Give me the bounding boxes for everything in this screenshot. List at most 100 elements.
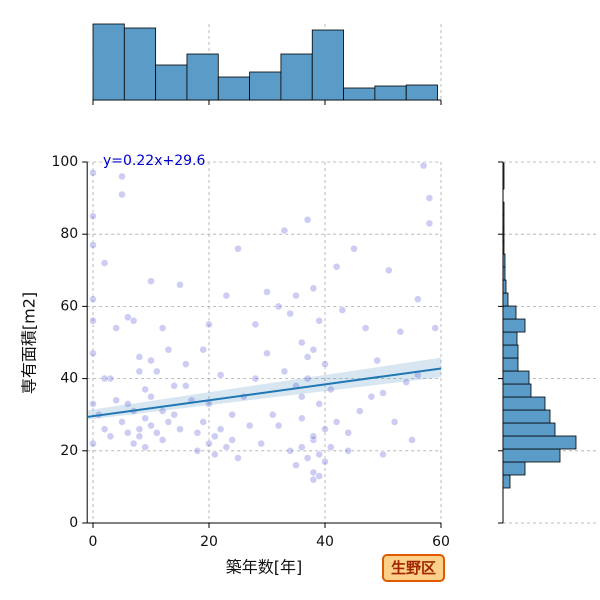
scatter-point [431, 324, 440, 332]
histogram-bar [502, 240, 505, 255]
scatter-point [210, 432, 219, 441]
scatter-point [106, 432, 115, 441]
scatter-point [263, 349, 271, 358]
scatter-point [89, 241, 97, 249]
scatter-point [118, 190, 126, 199]
x-tick-label: 0 [89, 534, 98, 550]
histogram-bar [155, 64, 188, 101]
histogram-bar [502, 435, 577, 450]
scatter-point [355, 407, 364, 415]
scatter-point [297, 338, 306, 347]
scatter-point [297, 443, 306, 452]
scatter-point [280, 367, 289, 376]
scatter-point [222, 291, 231, 300]
scatter-point [315, 472, 324, 480]
histogram-bar [186, 53, 219, 101]
histogram-bar [405, 84, 438, 101]
scatter-point [280, 226, 289, 235]
scatter-point [425, 219, 434, 228]
scatter-point [309, 432, 318, 441]
scatter-point [251, 374, 260, 383]
scatter-point [321, 360, 329, 369]
histogram-bar [502, 409, 551, 424]
scatter-point [309, 284, 318, 293]
scatter-point [315, 450, 324, 459]
scatter-point [297, 414, 306, 423]
scatter-point [112, 324, 121, 332]
scatter-point [222, 443, 231, 452]
scatter-point [286, 446, 295, 455]
histogram-bar [280, 53, 313, 101]
scatter-point [100, 259, 109, 267]
scatter-point [228, 436, 237, 444]
histogram-bar [502, 279, 507, 294]
scatter-point [135, 367, 144, 376]
scatter-point [303, 353, 312, 361]
scatter-point [419, 161, 428, 170]
scatter-point [361, 324, 370, 332]
scatter-point [297, 392, 306, 401]
histogram-bar [92, 23, 125, 101]
scatter-point [181, 381, 190, 390]
regression-label: y=0.22x+29.6 [103, 153, 205, 169]
scatter-point [106, 374, 115, 383]
scatter-point [332, 418, 341, 426]
y-tick-label: 60 [60, 298, 78, 314]
scatter-point [367, 392, 376, 401]
scatter-point [118, 172, 126, 181]
scatter-point [350, 244, 358, 253]
scatter-point [408, 436, 416, 444]
scatter-point [396, 327, 405, 336]
scatter-point [303, 374, 312, 383]
scatter-point [344, 428, 353, 437]
scatter-point [373, 356, 382, 365]
scatter-point [379, 450, 387, 459]
scatter-point [309, 345, 318, 354]
scatter-point [193, 428, 202, 437]
histogram-bar [374, 85, 407, 101]
scatter-point [338, 306, 347, 314]
scatter-point [245, 421, 254, 430]
scatter-point [176, 425, 184, 434]
histogram-bar [502, 318, 526, 333]
histogram-bar [249, 71, 282, 101]
scatter-point [216, 371, 225, 379]
histogram-bar [502, 162, 505, 177]
histogram-bar [502, 214, 505, 229]
scatter-point [89, 212, 97, 221]
histogram-bar [502, 175, 505, 190]
scatter-point [425, 194, 434, 202]
scatter-point [89, 168, 97, 177]
scatter-point [89, 439, 97, 448]
scatter-point [135, 425, 144, 434]
scatter-point [181, 360, 190, 369]
scatter-point [257, 439, 266, 448]
scatter-point [112, 396, 121, 405]
x-axis-label: 築年数[年] [226, 558, 303, 577]
scatter-point [326, 385, 335, 394]
scatter-point [89, 399, 97, 408]
badge-box [382, 554, 445, 582]
scatter-point [344, 446, 353, 455]
scatter-point [164, 345, 173, 354]
scatter-point [170, 410, 179, 419]
scatter-point [129, 439, 138, 448]
histogram-bar [217, 76, 250, 101]
scatter-point [170, 381, 179, 390]
histogram-bar [502, 461, 526, 476]
scatter-point [413, 295, 422, 304]
histogram-bar [502, 201, 505, 216]
scatter-point [402, 378, 411, 387]
scatter-point [164, 418, 173, 426]
scatter-point [216, 425, 225, 434]
scatter-point [158, 324, 167, 332]
scatter-point [210, 450, 219, 459]
scatter-point [292, 461, 300, 470]
scatter-point [251, 320, 260, 329]
histogram-bar [502, 305, 517, 320]
scatter-point [274, 302, 283, 311]
histogram-bar [502, 357, 519, 372]
histogram-bar [502, 253, 506, 268]
histogram-bar [311, 29, 344, 101]
scatter-point [141, 385, 150, 394]
